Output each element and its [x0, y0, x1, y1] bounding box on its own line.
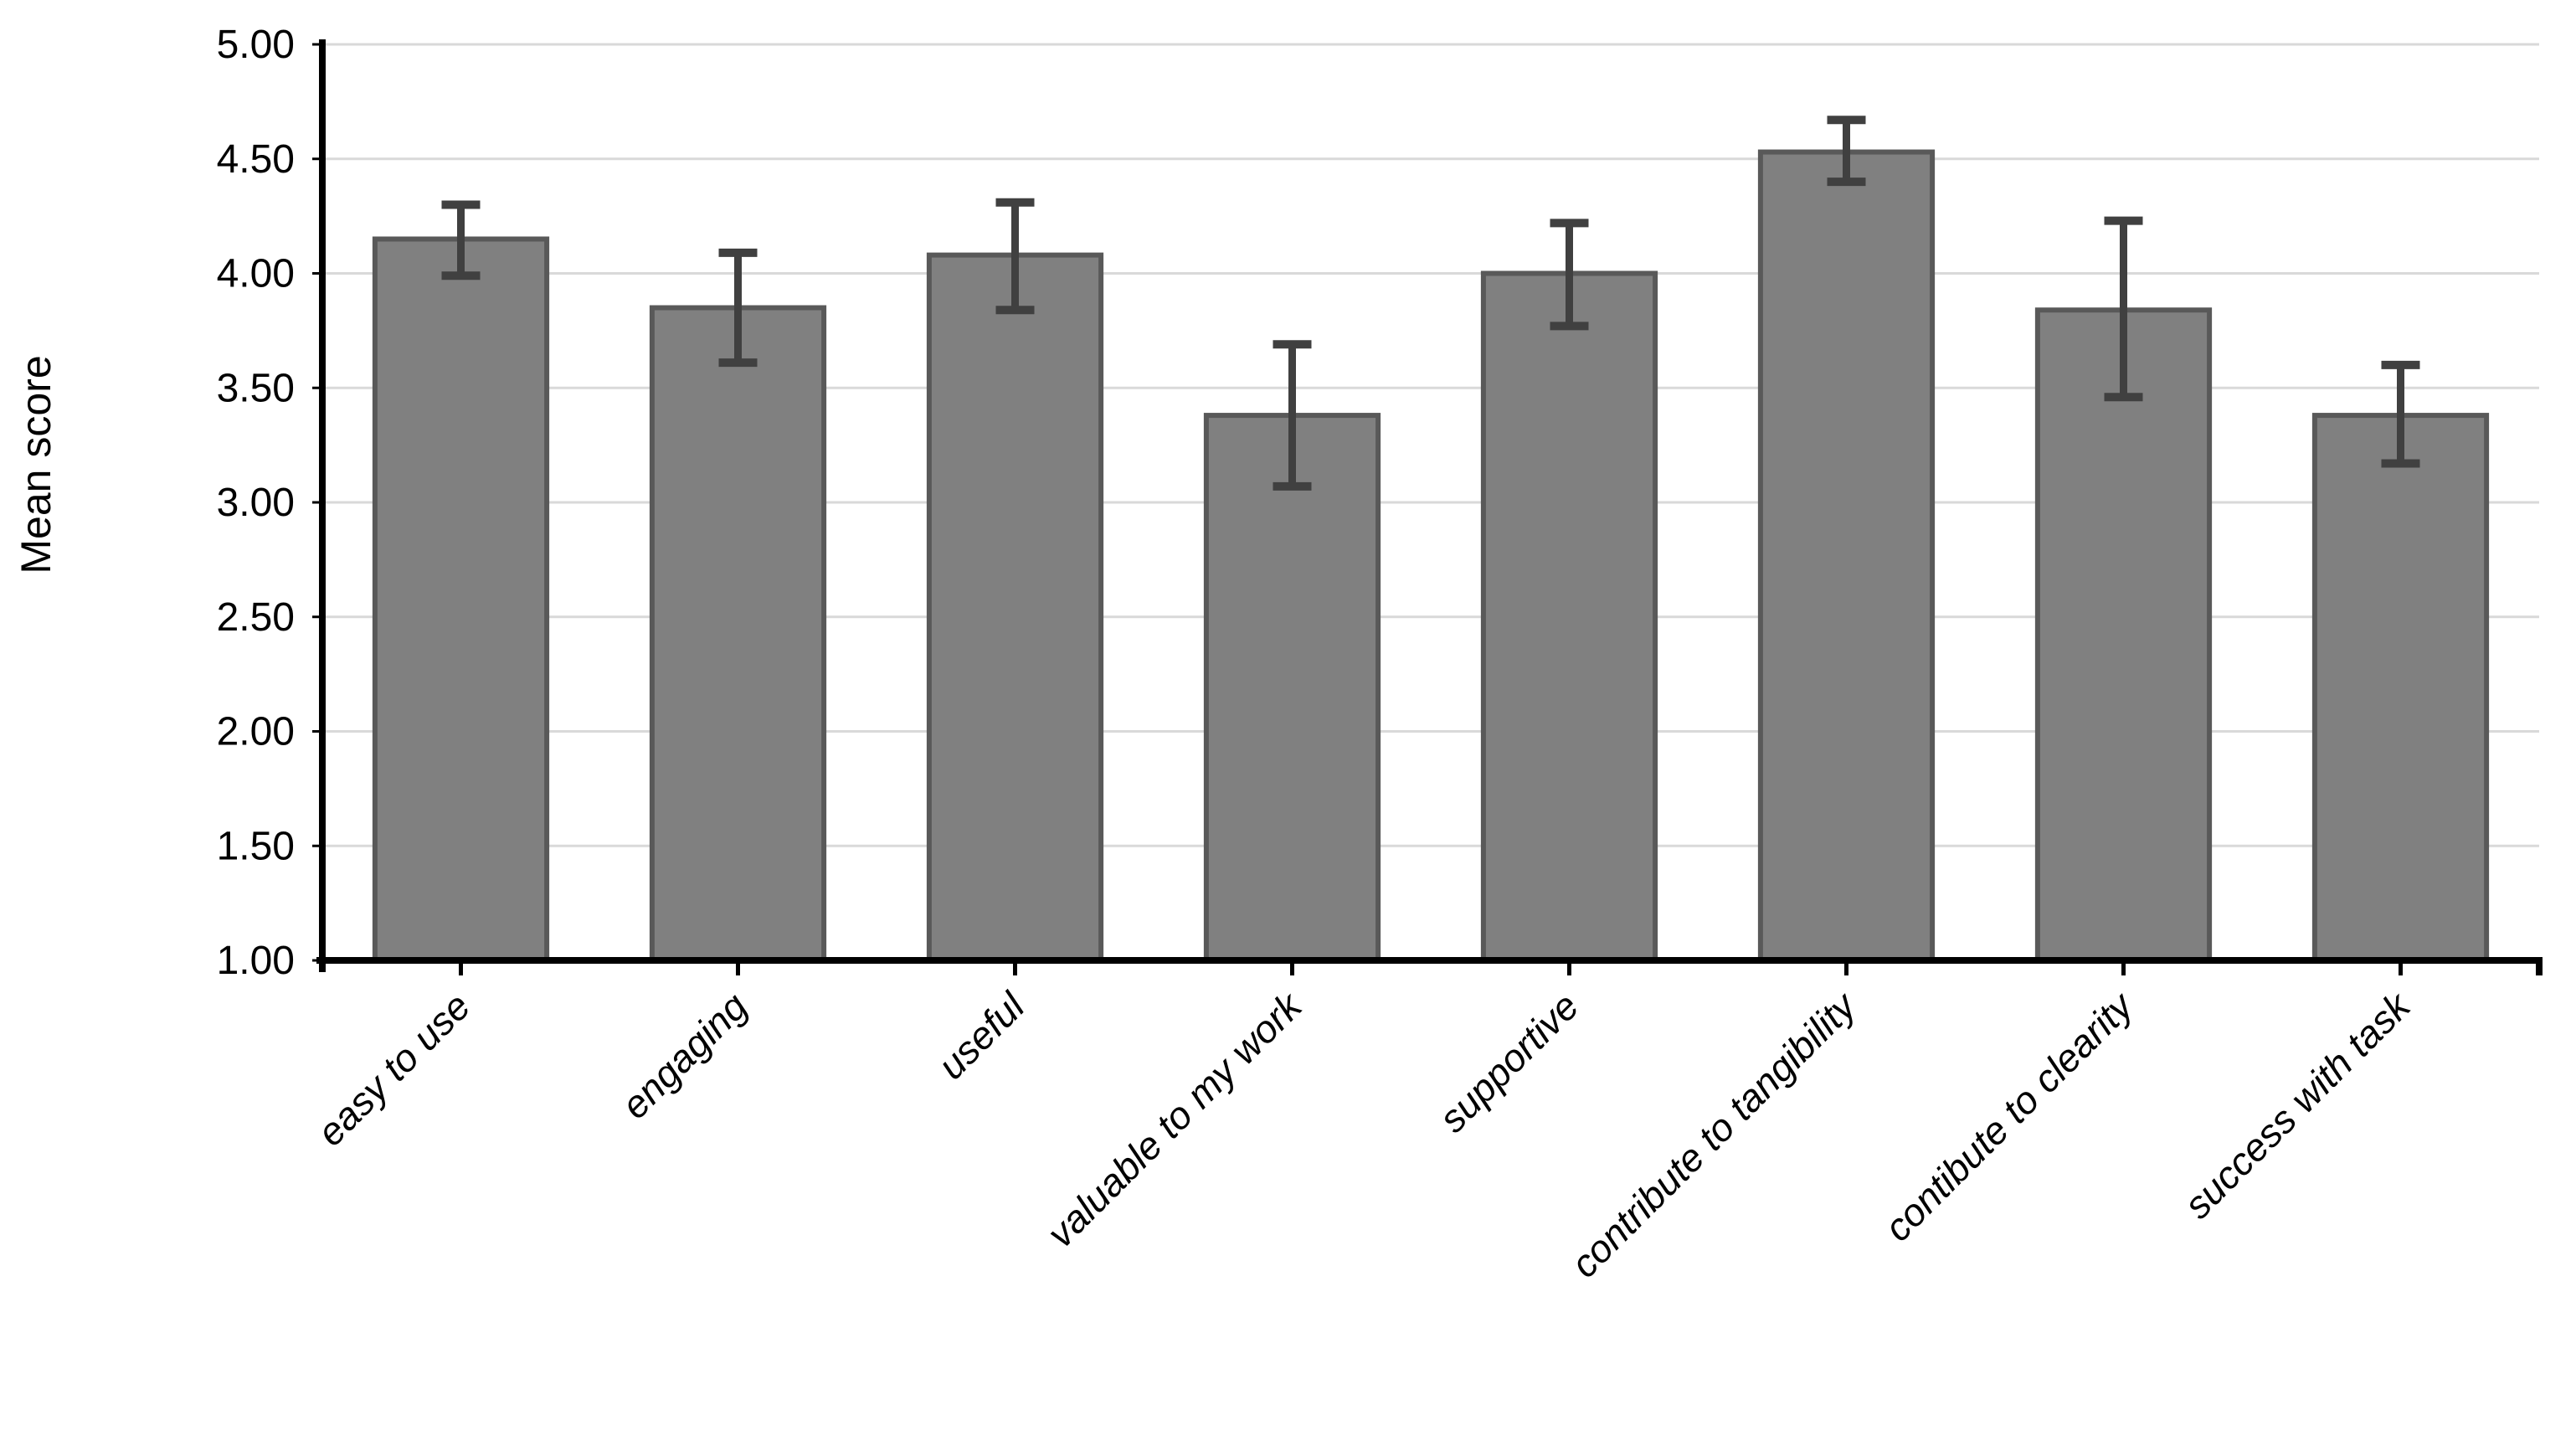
- bar-contribute-to-tangibility: [1757, 149, 1936, 964]
- y-tick-label: 2.50: [217, 595, 295, 640]
- bars-group: [372, 149, 2490, 964]
- x-tick-label: contribute to tangibility: [1562, 982, 1866, 1286]
- y-tick-label: 3.50: [217, 366, 295, 410]
- bar-contibute-to-clearity: [2034, 307, 2213, 963]
- y-tick-label: 2.00: [217, 710, 295, 754]
- bar-useful: [926, 252, 1104, 963]
- bar-valuable-to-my-work: [1203, 413, 1381, 963]
- error-bars-group: [441, 116, 2420, 491]
- x-tick-label: easy to use: [308, 984, 478, 1154]
- bar-success-with-task: [2311, 413, 2490, 963]
- y-tick-label: 1.00: [217, 939, 295, 983]
- x-tick-label: useful: [929, 983, 1034, 1088]
- bar-supportive: [1480, 270, 1658, 963]
- bar-easy-to-use: [372, 236, 550, 964]
- y-tick-label: 4.00: [217, 252, 295, 296]
- y-tick-label: 1.50: [217, 824, 295, 868]
- x-tick-label: supportive: [1431, 984, 1587, 1140]
- x-tick-label: success with task: [2176, 983, 2419, 1227]
- y-tick-label: 5.00: [217, 23, 295, 67]
- bar-engaging: [649, 305, 827, 963]
- y-axis-title: Mean score: [13, 355, 59, 574]
- x-tick-label: contibute to clearity: [1876, 982, 2143, 1249]
- axes-group: [312, 39, 2543, 975]
- y-tick-label: 4.50: [217, 137, 295, 182]
- x-tick-label: engaging: [613, 984, 756, 1127]
- y-tick-label: 3.00: [217, 481, 295, 525]
- x-tick-label: valuable to my work: [1038, 983, 1311, 1256]
